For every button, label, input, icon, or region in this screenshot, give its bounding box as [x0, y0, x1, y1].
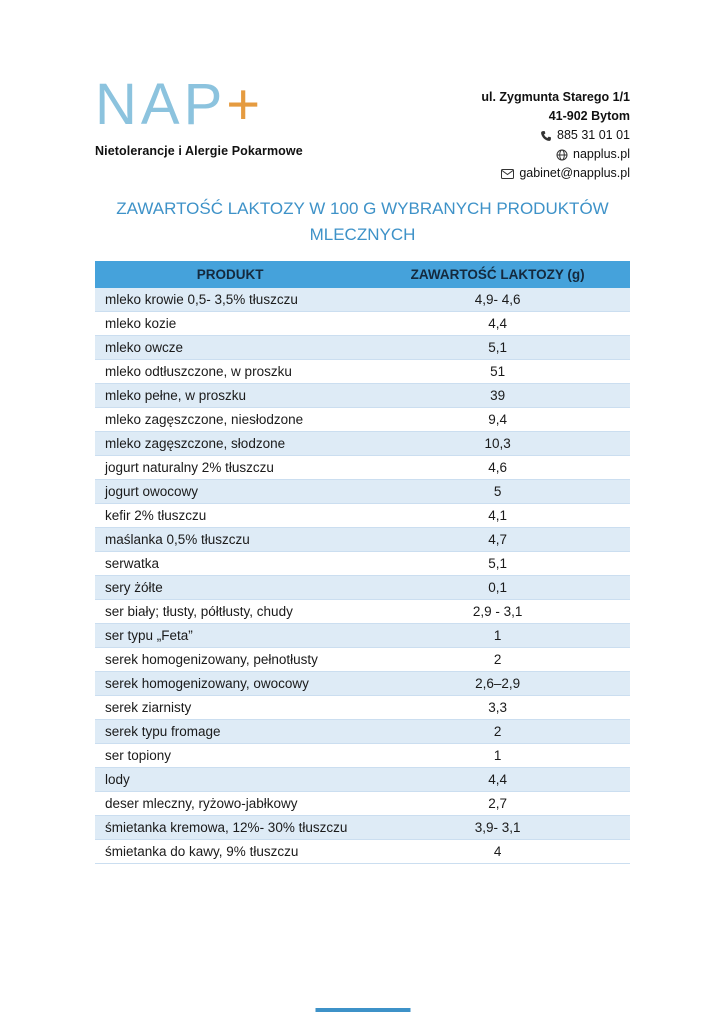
lactose-value-cell: 4: [493, 844, 502, 859]
table-row: mleko odtłuszczone, w proszku 51: [95, 359, 630, 384]
product-name-cell: ser topiony: [105, 748, 172, 763]
lactose-value-cell: 0,1: [488, 580, 507, 595]
table-row: ser biały; tłusty, półtłusty, chudy 2,9 -…: [95, 599, 630, 624]
table-row: serek homogenizowany, owocowy 2,6–2,9: [95, 671, 630, 696]
product-name-cell: ser typu „Feta”: [105, 628, 193, 643]
product-name-cell: śmietanka do kawy, 9% tłuszczu: [105, 844, 299, 859]
table-row: mleko kozie 4,4: [95, 311, 630, 336]
product-name-cell: serek typu fromage: [105, 724, 221, 739]
lactose-value-cell: 5,1: [488, 556, 507, 571]
lactose-value-cell: 4,4: [488, 316, 507, 331]
column-header-product: PRODUKT: [95, 261, 366, 288]
table-row: maślanka 0,5% tłuszczu 4,7: [95, 527, 630, 552]
table-body: mleko krowie 0,5- 3,5% tłuszczu 4,9- 4,6 m…: [95, 288, 630, 864]
envelope-icon: [501, 168, 515, 179]
lactose-value-cell: 1: [493, 748, 502, 763]
product-name-cell: sery żółte: [105, 580, 163, 595]
logo-nap-text: NAP: [95, 72, 227, 137]
lactose-value-cell: 4,4: [488, 772, 507, 787]
table-header-row: PRODUKT ZAWARTOŚĆ LAKTOZY (g): [95, 261, 630, 288]
table-row: sery żółte 0,1: [95, 575, 630, 600]
table-row: kefir 2% tłuszczu 4,1: [95, 503, 630, 528]
product-name-cell: ser biały; tłusty, półtłusty, chudy: [105, 604, 293, 619]
table-row: mleko pełne, w proszku 39: [95, 383, 630, 408]
product-name-cell: mleko kozie: [105, 316, 177, 331]
table-row: lody 4,4: [95, 767, 630, 792]
contact-email: gabinet@napplus.pl: [519, 166, 630, 180]
table-row: ser topiony 1: [95, 743, 630, 768]
lactose-value-cell: 51: [490, 364, 506, 379]
contact-phone-line: 885 31 01 01: [481, 126, 630, 145]
product-name-cell: serek ziarnisty: [105, 700, 192, 715]
table-row: śmietanka kremowa, 12%- 30% tłuszczu 3,9-…: [95, 815, 630, 840]
product-name-cell: mleko odtłuszczone, w proszku: [105, 364, 292, 379]
footer-accent-line: [315, 1008, 410, 1012]
table-head: PRODUKT ZAWARTOŚĆ LAKTOZY (g): [95, 261, 630, 288]
lactose-value-cell: 9,4: [488, 412, 507, 427]
lactose-value-cell: 2: [493, 652, 502, 667]
lactose-value-cell: 5,1: [488, 340, 507, 355]
lactose-value-cell: 4,6: [488, 460, 507, 475]
lactose-value-cell: 4,9- 4,6: [474, 292, 521, 307]
contact-website-line: napplus.pl: [481, 145, 630, 164]
table-row: ser typu „Feta” 1: [95, 623, 630, 648]
table-row: serwatka 5,1: [95, 551, 630, 576]
column-header-lactose: ZAWARTOŚĆ LAKTOZY (g): [365, 261, 630, 288]
table-row: mleko zagęszczone, słodzone 10,3: [95, 431, 630, 456]
table-row: śmietanka do kawy, 9% tłuszczu 4: [95, 839, 630, 864]
lactose-value-cell: 2,9 - 3,1: [472, 604, 523, 619]
contact-address-line1: ul. Zygmunta Starego 1/1: [481, 90, 630, 104]
globe-icon: [556, 149, 568, 161]
contact-email-line: gabinet@napplus.pl: [481, 164, 630, 183]
logo: NAP+ Nietolerancje i Alergie Pokarmowe: [95, 76, 303, 159]
lactose-value-cell: 4,1: [488, 508, 507, 523]
lactose-value-cell: 5: [493, 484, 502, 499]
product-name-cell: maślanka 0,5% tłuszczu: [105, 532, 250, 547]
contact-phone: 885 31 01 01: [557, 128, 630, 142]
lactose-value-cell: 2,6–2,9: [475, 676, 521, 691]
logo-wordmark: NAP+: [95, 76, 303, 134]
table-row: mleko krowie 0,5- 3,5% tłuszczu 4,9- 4,6: [95, 288, 630, 312]
product-name-cell: serwatka: [105, 556, 160, 571]
table-row: jogurt naturalny 2% tłuszczu 4,6: [95, 455, 630, 480]
product-name-cell: śmietanka kremowa, 12%- 30% tłuszczu: [105, 820, 348, 835]
product-name-cell: deser mleczny, ryżowo-jabłkowy: [105, 796, 298, 811]
lactose-value-cell: 3,9- 3,1: [474, 820, 521, 835]
product-name-cell: mleko krowie 0,5- 3,5% tłuszczu: [105, 292, 298, 307]
product-name-cell: jogurt naturalny 2% tłuszczu: [105, 460, 274, 475]
product-name-cell: serek homogenizowany, owocowy: [105, 676, 309, 691]
table-row: mleko zagęszczone, niesłodzone 9,4: [95, 407, 630, 432]
document-title-text: ZAWARTOŚĆ LAKTOZY W 100 G WYBRANYCH PROD…: [116, 199, 609, 244]
table-row: mleko owcze 5,1: [95, 335, 630, 360]
lactose-value-cell: 3,3: [488, 700, 507, 715]
table-row: deser mleczny, ryżowo-jabłkowy 2,7: [95, 791, 630, 816]
product-name-cell: serek homogenizowany, pełnotłusty: [105, 652, 318, 667]
phone-icon: [540, 130, 552, 142]
product-name-cell: mleko zagęszczone, niesłodzone: [105, 412, 304, 427]
lactose-table: PRODUKT ZAWARTOŚĆ LAKTOZY (g) mleko krow…: [95, 261, 630, 864]
table-row: serek homogenizowany, pełnotłusty 2: [95, 647, 630, 672]
lactose-value-cell: 2: [493, 724, 502, 739]
product-name-cell: kefir 2% tłuszczu: [105, 508, 207, 523]
lactose-value-cell: 39: [490, 388, 506, 403]
contact-address-line2: 41-902 Bytom: [548, 109, 630, 123]
table-row: serek typu fromage 2: [95, 719, 630, 744]
lactose-value-cell: 2,7: [488, 796, 507, 811]
table-row: jogurt owocowy 5: [95, 479, 630, 504]
logo-tagline: Nietolerancje i Alergie Pokarmowe: [95, 144, 303, 158]
product-name-cell: jogurt owocowy: [105, 484, 199, 499]
product-name-cell: lody: [105, 772, 130, 787]
contact-block: ul. Zygmunta Starego 1/1 41-902 Bytom 88…: [481, 88, 630, 183]
lactose-value-cell: 10,3: [484, 436, 511, 451]
product-name-cell: mleko owcze: [105, 340, 184, 355]
contact-website: napplus.pl: [573, 147, 630, 161]
logo-plus-sign: +: [226, 72, 265, 137]
table-row: serek ziarnisty 3,3: [95, 695, 630, 720]
lactose-value-cell: 1: [493, 628, 502, 643]
product-name-cell: mleko zagęszczone, słodzone: [105, 436, 286, 451]
lactose-value-cell: 4,7: [488, 532, 507, 547]
document-title: ZAWARTOŚĆ LAKTOZY W 100 G WYBRANYCH PROD…: [0, 196, 725, 248]
product-name-cell: mleko pełne, w proszku: [105, 388, 247, 403]
